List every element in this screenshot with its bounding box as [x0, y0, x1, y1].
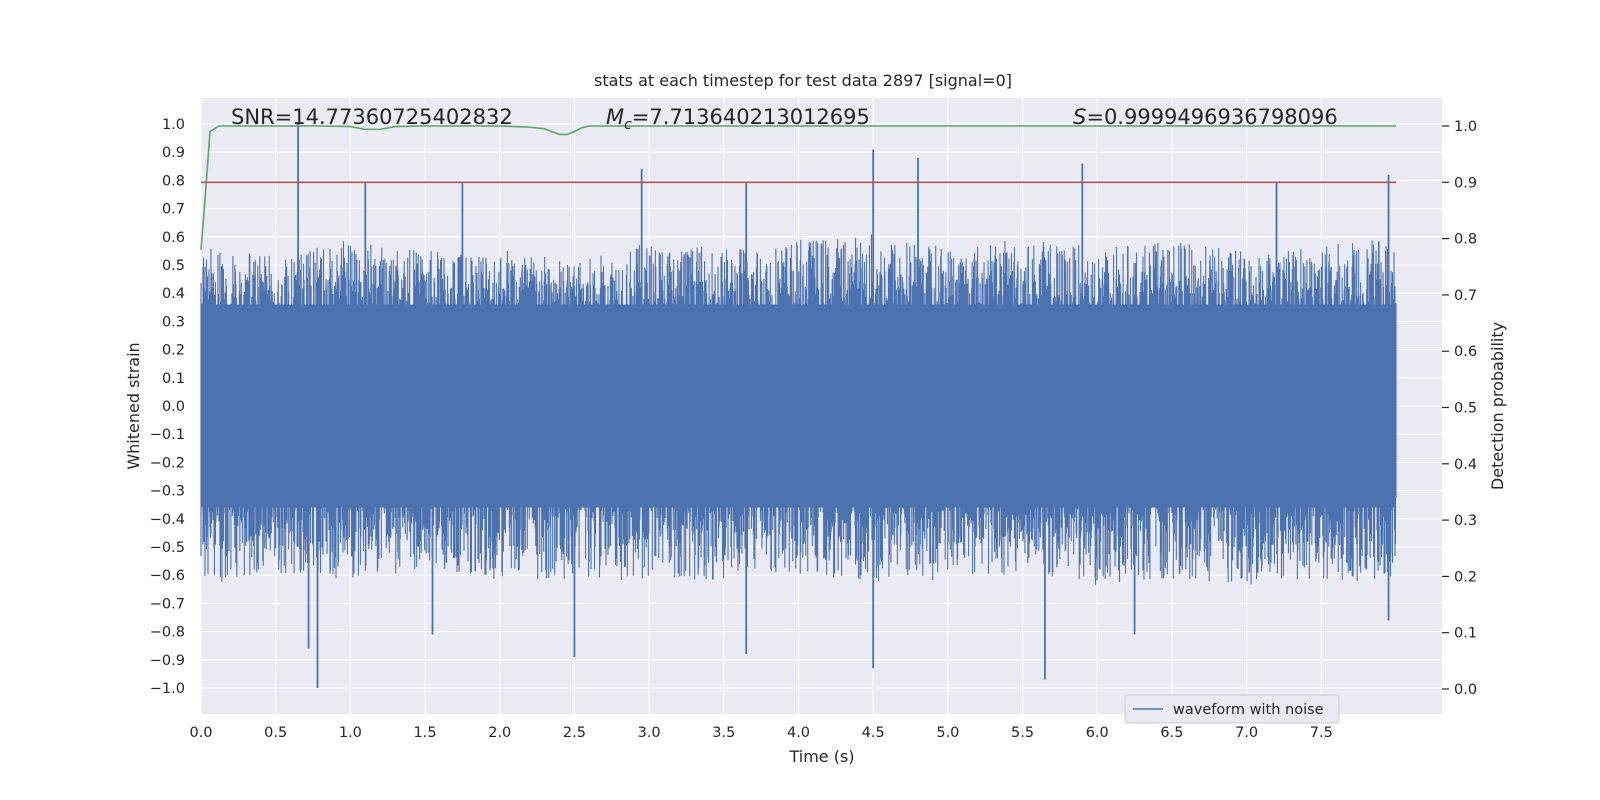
y-tick-label: 0.8 [162, 173, 185, 189]
x-tick-label: 4.0 [787, 725, 810, 741]
y2-tick-label: 0.3 [1454, 513, 1477, 529]
x-tick-label: 2.0 [488, 725, 511, 741]
x-tick-label: 7.5 [1310, 725, 1333, 741]
y-tick-label: 0.4 [162, 286, 185, 302]
y-tick-label: 0.5 [162, 258, 185, 274]
chirp-mass-subscript: c [624, 117, 632, 133]
y2-tick-label: 0.0 [1454, 682, 1477, 698]
x-tick-label: 6.0 [1086, 725, 1109, 741]
y-tick-label: −0.5 [150, 540, 185, 556]
y-tick-label: 1.0 [162, 117, 185, 133]
x-tick-label: 5.5 [1011, 725, 1034, 741]
chirp-mass-annotation: Mc=7.713640213012695 [606, 105, 870, 133]
y2-tick-label: 0.2 [1454, 569, 1477, 585]
y2-tick-label: 1.0 [1454, 119, 1477, 135]
legend: waveform with noise [1124, 694, 1340, 724]
x-tick-label: 1.5 [414, 725, 437, 741]
y2-tick-label: 0.1 [1454, 626, 1477, 642]
snr-annotation: SNR=14.77360725402832 [231, 105, 513, 129]
y-tick-label: 0.7 [162, 202, 185, 218]
x-tick-label: 7.0 [1235, 725, 1258, 741]
y-axis-label: Whitened strain [124, 342, 143, 469]
detection-probability-line [200, 125, 1396, 250]
chirp-mass-symbol: M [606, 105, 624, 129]
y-tick-label: 0.1 [162, 371, 185, 387]
y-tick-label: −1.0 [150, 681, 185, 697]
waveform-series [200, 124, 1397, 688]
x-tick-label: 5.0 [936, 725, 959, 741]
y-tick-label: 0.6 [162, 230, 185, 246]
y-tick-label: −0.4 [150, 512, 185, 528]
legend-box [1124, 694, 1340, 724]
x-tick-label: 2.5 [563, 725, 586, 741]
score-symbol: S [1073, 105, 1086, 129]
y-tick-label: −0.9 [150, 653, 185, 669]
y-tick-label: −0.7 [150, 596, 185, 612]
x-tick-label: 6.5 [1160, 725, 1183, 741]
probability-series [200, 125, 1396, 250]
y-tick-label: −0.6 [150, 568, 185, 584]
y2-tick-labels: 1.0 0.9 0.8 0.7 0.6 0.5 0.4 0.3 0.2 0.1 0.0 [1442, 119, 1477, 698]
y-tick-labels: 1.0 0.9 0.8 0.7 0.6 0.5 0.4 0.3 0.2 0.1 0.0 −0.1 −0.… [150, 117, 185, 697]
y2-tick-label: 0.9 [1454, 175, 1477, 191]
y-tick-label: −0.2 [150, 455, 185, 471]
x-tick-label: 4.5 [862, 725, 885, 741]
chart-title: stats at each timestep for test data 289… [594, 71, 1012, 90]
y-tick-label: 0.2 [162, 343, 185, 359]
x-tick-label: 3.0 [638, 725, 661, 741]
y-tick-label: 0.9 [162, 145, 185, 161]
chirp-mass-value: =7.713640213012695 [632, 105, 870, 129]
y-tick-label: −0.3 [150, 484, 185, 500]
x-axis-label: Time (s) [788, 747, 854, 766]
y-tick-label: 0.3 [162, 314, 185, 330]
score-annotation: S=0.9999496936798096 [1073, 105, 1338, 129]
y2-tick-label: 0.8 [1454, 232, 1477, 248]
y2-tick-label: 0.4 [1454, 457, 1477, 473]
x-tick-label: 0.5 [264, 725, 287, 741]
x-tick-label: 3.5 [712, 725, 735, 741]
x-tick-labels: 0.0 0.5 1.0 1.5 2.0 2.5 3.0 3.5 4.0 4.5 5.0 5.5 6.0 6… [189, 725, 1332, 741]
y2-tick-label: 0.6 [1454, 344, 1477, 360]
score-value: =0.9999496936798096 [1086, 105, 1337, 129]
y2-axis-label: Detection probability [1488, 322, 1507, 490]
y-tick-label: 0.0 [162, 399, 185, 415]
x-tick-label: 1.0 [339, 725, 362, 741]
legend-label: waveform with noise [1173, 702, 1324, 718]
x-tick-label: 0.0 [189, 725, 212, 741]
y-tick-label: −0.8 [150, 625, 185, 641]
y2-tick-label: 0.7 [1454, 288, 1477, 304]
y-tick-label: −0.1 [150, 427, 185, 443]
waveform-line [200, 234, 1397, 585]
y2-tick-label: 0.5 [1454, 401, 1477, 417]
